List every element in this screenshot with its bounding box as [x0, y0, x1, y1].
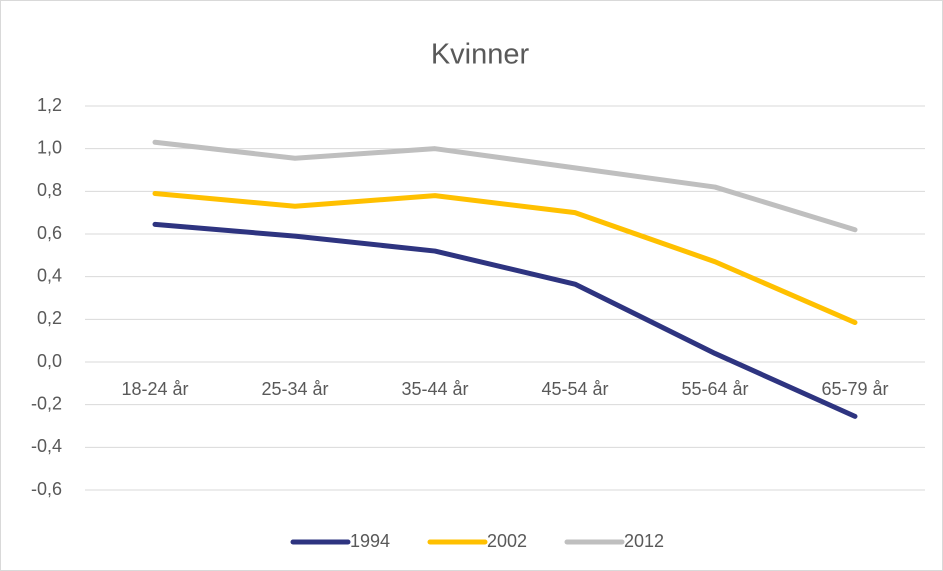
x-tick-label: 35-44 år — [401, 379, 468, 399]
y-tick-label: -0,6 — [31, 479, 62, 499]
y-tick-label: -0,4 — [31, 436, 62, 456]
series-line — [152, 221, 858, 419]
y-tick-label: 0,0 — [37, 351, 62, 371]
x-tick-label: 65-79 år — [821, 379, 888, 399]
legend-label: 1994 — [350, 531, 390, 551]
y-tick-label: 0,6 — [37, 223, 62, 243]
y-tick-label: -0,2 — [31, 393, 62, 413]
x-tick-label: 18-24 år — [121, 379, 188, 399]
x-tick-label: 55-64 år — [681, 379, 748, 399]
y-tick-label: 1,0 — [37, 137, 62, 157]
legend-label: 2002 — [487, 531, 527, 551]
x-tick-label: 45-54 år — [541, 379, 608, 399]
y-tick-label: 1,2 — [37, 95, 62, 115]
y-tick-label: 0,4 — [37, 265, 62, 285]
y-tick-label: 0,2 — [37, 308, 62, 328]
chart-title: Kvinner — [431, 39, 530, 71]
series-line — [152, 139, 858, 233]
legend-label: 2012 — [624, 531, 664, 551]
y-tick-label: 0,8 — [37, 180, 62, 200]
series-line — [152, 190, 858, 326]
x-tick-label: 25-34 år — [261, 379, 328, 399]
